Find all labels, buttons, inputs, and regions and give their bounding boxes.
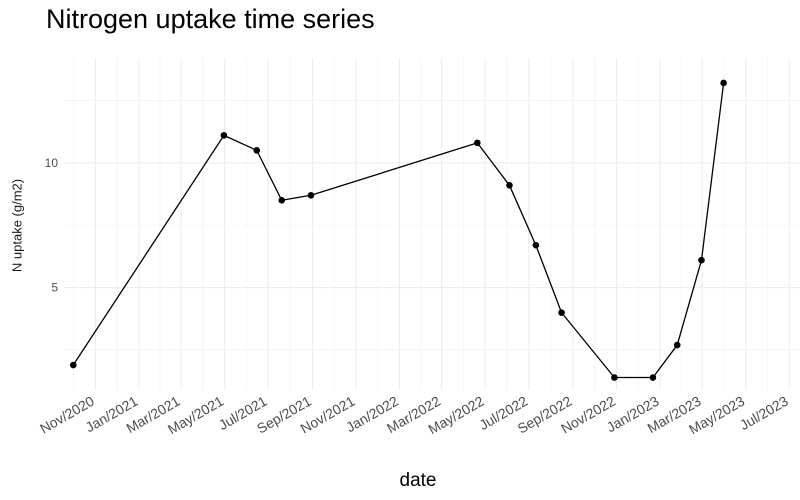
data-point	[673, 341, 681, 349]
data-point	[720, 79, 727, 87]
data-point	[532, 241, 540, 249]
data-point	[220, 132, 228, 139]
data-point	[611, 374, 618, 381]
data-point	[307, 191, 315, 199]
y-axis-ticks: 5 10	[45, 156, 59, 295]
data-point	[278, 196, 286, 204]
x-axis-label: date	[399, 470, 437, 491]
x-axis-ticks: Nov/2020Jan/2021Mar/2021May/2021Jul/2021…	[37, 393, 791, 438]
chart-title: Nitrogen uptake time series	[46, 4, 375, 34]
data-point	[253, 147, 261, 154]
data-point	[558, 309, 565, 316]
data-point	[649, 374, 657, 381]
y-tick-label: 10	[45, 156, 59, 170]
data-point	[506, 182, 513, 189]
grid	[64, 58, 800, 390]
series-line	[72, 82, 725, 379]
data-point	[69, 361, 77, 369]
data-point	[698, 256, 705, 264]
series-points	[69, 79, 727, 381]
y-axis-label: N uptake (g/m2)	[9, 178, 25, 273]
series-line-path	[72, 82, 725, 379]
data-point	[474, 139, 481, 147]
x-tick-label: Jul/2023	[737, 393, 791, 433]
y-tick-label: 5	[51, 281, 58, 295]
